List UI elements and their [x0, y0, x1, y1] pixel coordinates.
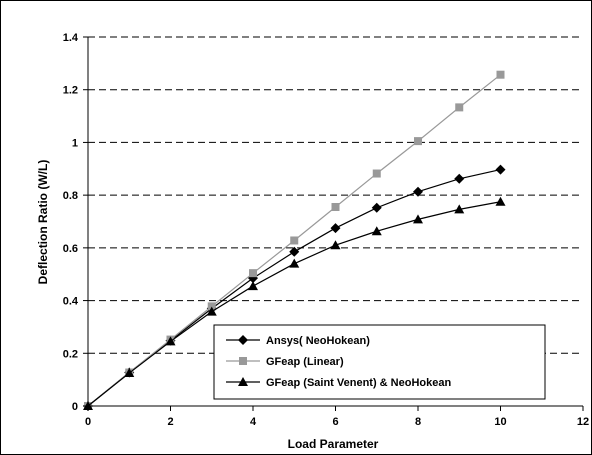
- y-axis-label: Deflection Ratio (W/L): [36, 160, 50, 285]
- data-point-s1-8: [414, 137, 422, 146]
- data-point-s0-5: [289, 246, 300, 257]
- data-point-s2-9: [454, 204, 465, 214]
- data-point-s2-7: [371, 226, 382, 236]
- y-tick-label-1: 1: [72, 137, 78, 149]
- data-point-s0-7: [371, 202, 382, 213]
- x-axis-label: Load Parameter: [288, 437, 379, 451]
- x-tick-label-2: 2: [167, 416, 173, 428]
- y-tick-label-1.2: 1.2: [63, 85, 78, 97]
- data-point-s0-6: [330, 223, 341, 234]
- y-tick-label-0.2: 0.2: [63, 348, 78, 360]
- y-tick-label-0.8: 0.8: [63, 190, 78, 202]
- y-tick-label-0: 0: [72, 401, 78, 413]
- data-point-s1-4: [249, 269, 257, 278]
- x-tick-label-8: 8: [415, 416, 421, 428]
- x-tick-label-10: 10: [494, 416, 506, 428]
- x-tick-label-0: 0: [85, 416, 91, 428]
- x-tick-label-4: 4: [250, 416, 257, 428]
- legend-label-1: GFeap (Linear): [266, 356, 344, 368]
- data-point-s2-3: [206, 306, 217, 316]
- legend-marker-2: [238, 377, 248, 386]
- legend-label-2: GFeap (Saint Venent) & NeoHokean: [266, 377, 451, 389]
- tick-labels: 0 0.2 0.4 0.6 0.8 1 1.2 1.4 0 2 4 6 8 10 12: [63, 32, 589, 428]
- data-point-s2-4: [248, 281, 258, 291]
- y-tick-label-0.6: 0.6: [63, 243, 78, 255]
- data-point-s1-10: [496, 70, 505, 79]
- data-point-s1-3: [207, 302, 216, 311]
- data-point-s0-10: [495, 164, 506, 175]
- data-point-s2-6: [330, 240, 341, 250]
- data-point-s1-5: [290, 236, 299, 245]
- legend: Ansys( NeoHokean) GFeap (Linear) GFeap (Sa…: [213, 324, 546, 400]
- legend-box: [213, 324, 546, 400]
- data-point-s2-5: [289, 258, 300, 268]
- data-point-s1-9: [455, 103, 464, 112]
- gridlines: [88, 36, 583, 354]
- x-tick-label-6: 6: [332, 416, 338, 428]
- x-tick-label-12: 12: [577, 416, 589, 428]
- data-point-s2-2: [165, 336, 176, 346]
- data-point-s2-8: [413, 214, 423, 224]
- data-point-s1-6: [331, 203, 340, 212]
- y-tick-label-1.4: 1.4: [63, 32, 79, 44]
- data-point-s0-8: [413, 186, 423, 197]
- legend-label-0: Ansys( NeoHokean): [266, 335, 370, 347]
- legend-marker-0: [238, 335, 248, 345]
- data-point-s1-7: [372, 169, 381, 178]
- data-point-s0-9: [454, 173, 465, 184]
- axes: [83, 36, 584, 411]
- data-point-s2-10: [495, 196, 506, 206]
- legend-marker-1: [239, 357, 247, 365]
- y-tick-label-0.4: 0.4: [63, 296, 79, 308]
- data-point-s2-1: [124, 368, 135, 378]
